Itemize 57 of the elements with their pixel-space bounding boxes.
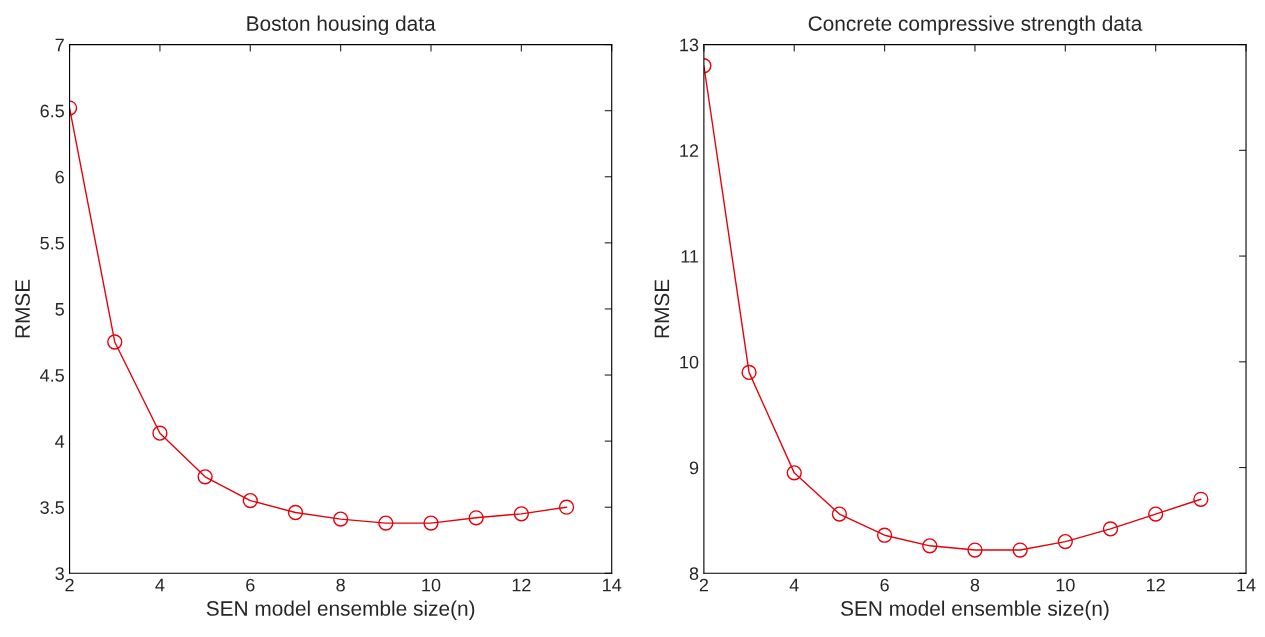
y-tick-label: 12 xyxy=(680,144,699,157)
y-tick-label: 7 xyxy=(55,38,64,52)
x-tick-label: 8 xyxy=(336,578,345,592)
point xyxy=(786,465,802,481)
point xyxy=(107,334,123,350)
y-tick-label: 6 xyxy=(55,170,64,184)
point xyxy=(741,364,757,381)
point xyxy=(558,499,575,515)
x-tick-label: 8 xyxy=(970,578,980,592)
y-tick-label: 5.5 xyxy=(40,236,64,250)
point xyxy=(831,506,848,522)
point xyxy=(152,425,168,441)
point xyxy=(967,542,983,558)
x-tick-label: 6 xyxy=(880,578,889,592)
y-tick-label: 5 xyxy=(55,303,64,316)
point xyxy=(1012,542,1028,558)
x-tick-label: 2 xyxy=(65,578,74,592)
point xyxy=(242,492,258,509)
x-tick-label: 14 xyxy=(1237,578,1256,592)
x-axis-title: SEN model ensemble size(n) xyxy=(206,600,475,620)
point xyxy=(876,527,893,543)
y-tick-label: 9 xyxy=(689,461,699,475)
point xyxy=(423,515,439,531)
point xyxy=(1148,506,1164,522)
x-tick-label: 12 xyxy=(512,578,531,592)
y-tick-label: 3.5 xyxy=(40,501,64,514)
y-tick-label: 4 xyxy=(55,435,65,448)
x-axis-title: SEN model ensemble size(n) xyxy=(841,600,1109,620)
point xyxy=(468,510,484,526)
y-axis-title: RMSE xyxy=(15,279,30,338)
y-tick-label: 8 xyxy=(689,567,699,581)
point xyxy=(1057,533,1073,550)
y-tick-label: 3 xyxy=(55,567,64,581)
point xyxy=(197,469,213,485)
point xyxy=(1193,491,1209,507)
x-tick-label: 6 xyxy=(246,578,255,592)
y-tick-label: 10 xyxy=(680,355,699,369)
y-tick-label: 6.5 xyxy=(40,104,64,118)
x-tick-label: 14 xyxy=(603,578,622,592)
point xyxy=(1102,521,1119,537)
x-tick-label: 4 xyxy=(789,578,799,592)
y-axis-title: RMSE xyxy=(654,279,670,338)
x-tick-label: 2 xyxy=(699,578,708,592)
point xyxy=(378,515,394,531)
point xyxy=(922,538,938,554)
chart-title: Boston housing data xyxy=(247,15,436,36)
x-tick-label: 10 xyxy=(1056,578,1075,592)
y-tick-label: 4.5 xyxy=(40,369,64,382)
point xyxy=(333,511,349,527)
x-tick-label: 12 xyxy=(1147,578,1165,592)
y-tick-label: 11 xyxy=(681,250,699,263)
chart-title: Concrete compressive strength data xyxy=(808,15,1143,36)
x-tick-label: 4 xyxy=(155,578,165,592)
point xyxy=(513,506,530,522)
x-tick-label: 10 xyxy=(422,578,441,592)
point xyxy=(287,504,304,521)
y-tick-label: 13 xyxy=(680,38,699,52)
